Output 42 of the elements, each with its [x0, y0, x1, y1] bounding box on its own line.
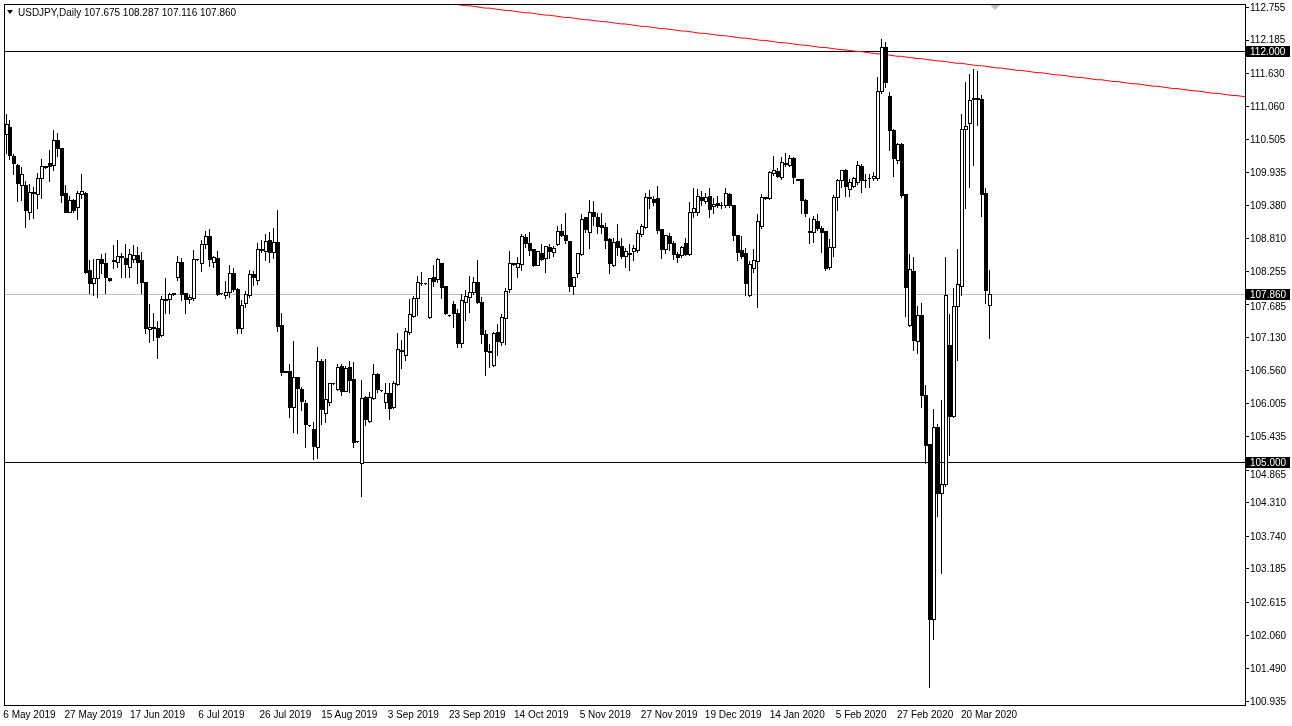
x-tick-label: 5 Feb 2020	[835, 708, 887, 720]
y-tick-label: 105.435	[1250, 431, 1287, 442]
chart-title: USDJPY,Daily 107.675 108.287 107.116 107.860	[18, 7, 237, 18]
x-tick-label: 23 Sep 2019	[448, 708, 507, 720]
y-tick-label: 107.130	[1250, 332, 1287, 343]
y-tick-label: 111.630	[1250, 68, 1286, 79]
x-tick-label: 14 Jan 2020	[769, 708, 826, 720]
y-tick-label: 112.755	[1250, 2, 1286, 13]
y-tick-label: 102.060	[1250, 630, 1287, 641]
x-tick-label: 27 Feb 2020	[897, 708, 954, 720]
x-tick-label: 27 Nov 2019	[640, 708, 699, 720]
y-tick-label: 109.935	[1250, 167, 1287, 178]
y-tick-label: 104.310	[1250, 497, 1287, 508]
y-tick-label: 107.685	[1250, 300, 1287, 312]
y-tick-label: 106.005	[1250, 398, 1287, 409]
y-tick-label: 103.185	[1250, 563, 1287, 574]
y-tick-label: 108.810	[1250, 233, 1287, 244]
y-tick-label: 100.935	[1250, 696, 1287, 707]
ref-line-label: 107.860	[1250, 289, 1287, 300]
x-tick-label: 19 Dec 2019	[704, 708, 762, 720]
y-tick-label: 110.505	[1250, 134, 1286, 145]
x-tick-label: 27 May 2019	[64, 708, 123, 720]
x-tick-label: 26 Jul 2019	[259, 708, 312, 720]
y-tick-label: 112.185	[1250, 33, 1286, 45]
x-tick-label: 6 Jul 2019	[198, 708, 245, 720]
x-tick-label: 6 May 2019	[3, 708, 57, 720]
y-tick-label: 106.560	[1250, 365, 1287, 376]
x-tick-label: 5 Nov 2019	[579, 708, 632, 720]
ref-line-label: 112.000	[1250, 46, 1286, 57]
x-tick-label: 3 Sep 2019	[387, 708, 440, 720]
x-tick-label: 14 Oct 2019	[514, 708, 569, 720]
x-tick-label: 20 Mar 2020	[961, 708, 1018, 720]
ref-line-label: 105.000	[1250, 457, 1287, 468]
y-tick-label: 109.380	[1250, 200, 1287, 211]
y-tick-label: 111.060	[1250, 101, 1286, 112]
y-tick-label: 102.615	[1250, 597, 1287, 608]
y-tick-label: 104.865	[1250, 468, 1287, 480]
x-tick-label: 17 Jun 2019	[129, 708, 186, 720]
x-tick-label: 15 Aug 2019	[321, 708, 378, 720]
y-tick-label: 101.490	[1250, 663, 1287, 674]
y-tick-label: 103.740	[1250, 531, 1287, 542]
y-tick-label: 108.255	[1250, 266, 1287, 277]
